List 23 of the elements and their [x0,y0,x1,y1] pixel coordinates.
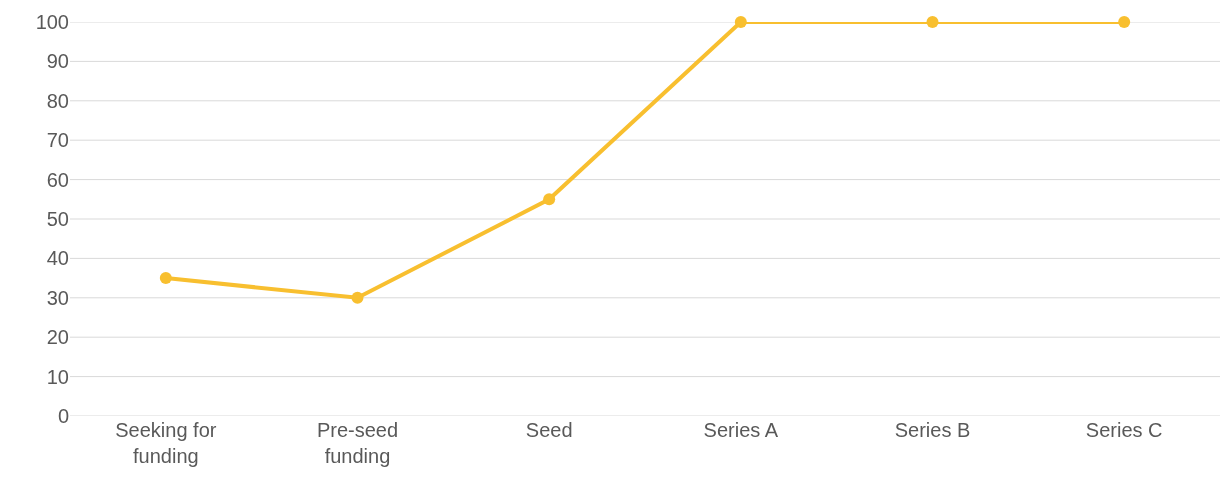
point [926,16,939,28]
point [159,272,172,285]
x-tick-label: Series A [703,419,779,441]
y-tick-label: 70 [46,129,69,152]
y-tick-label: 40 [46,247,69,270]
y-tick-label: 100 [35,11,69,33]
point [1118,16,1131,28]
y-tick-label: 80 [46,89,69,112]
x-tick-label: Seed [525,419,573,441]
y-tick-label: 20 [46,326,69,349]
y-tick-label: 60 [46,168,69,191]
x-tick-label: Series C [1085,419,1163,441]
x-tick-label: Pre-seed funding [316,419,399,467]
y-tick-label: 30 [46,286,69,309]
x-tick-label: Series B [894,419,971,441]
y-tick-label: 90 [46,50,69,73]
y-tick-label: 0 [57,405,69,427]
point [543,193,556,206]
y-tick-label: 10 [46,365,69,388]
point [734,16,747,28]
x-tick-label: Seeking for funding [115,419,217,467]
point [351,291,364,304]
y-tick-label: 50 [46,208,69,230]
